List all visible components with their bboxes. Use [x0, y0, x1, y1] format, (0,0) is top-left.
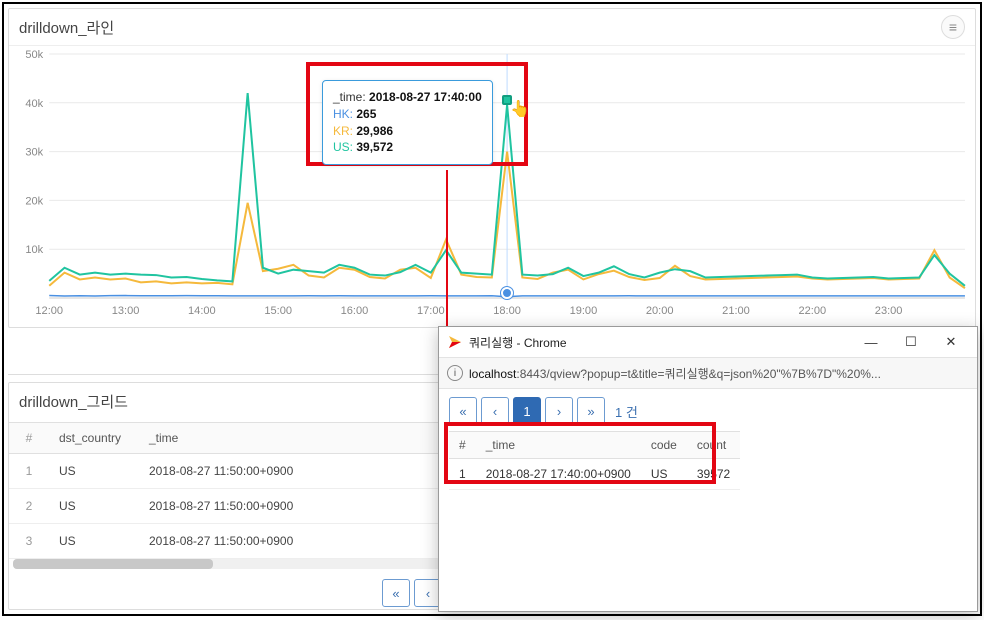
svg-text:22:00: 22:00 — [798, 305, 826, 317]
popup-result-table: #_timecodecount 12018-08-27 17:40:00+090… — [449, 431, 740, 490]
svg-text:16:00: 16:00 — [341, 305, 369, 317]
popup-page-1[interactable]: 1 — [513, 397, 541, 425]
url-text: localhost:8443/qview?popup=t&title=쿼리실행&… — [469, 365, 881, 382]
svg-text:40k: 40k — [25, 98, 43, 110]
svg-text:20:00: 20:00 — [646, 305, 674, 317]
popup-col-#[interactable]: # — [449, 432, 476, 459]
chart-panel: drilldown_라인 ≡ 50k 40k 30k 20k 10k 12:00 13:00… — [8, 8, 976, 328]
svg-text:19:00: 19:00 — [570, 305, 598, 317]
popup-page-last[interactable]: » — [577, 397, 605, 425]
window-close-button[interactable]: ✕ — [931, 328, 971, 356]
popup-page-prev[interactable]: ‹ — [481, 397, 509, 425]
svg-text:10k: 10k — [25, 244, 43, 256]
chart-hover-baseline-dot — [501, 287, 513, 299]
popup-page-next[interactable]: › — [545, 397, 573, 425]
window-title: 쿼리실행 - Chrome — [469, 334, 851, 351]
svg-text:21:00: 21:00 — [722, 305, 750, 317]
address-bar[interactable]: i localhost:8443/qview?popup=t&title=쿼리실… — [439, 357, 977, 389]
window-maximize-button[interactable]: ☐ — [891, 328, 931, 356]
chart-title: drilldown_라인 — [19, 17, 114, 38]
chart-menu-button[interactable]: ≡ — [941, 15, 965, 39]
site-info-icon[interactable]: i — [447, 365, 463, 381]
window-minimize-button[interactable]: — — [851, 328, 891, 356]
popup-page-first[interactable]: « — [449, 397, 477, 425]
popup-count-label: 1 건 — [615, 402, 638, 421]
svg-text:14:00: 14:00 — [188, 305, 216, 317]
svg-text:50k: 50k — [25, 49, 43, 61]
grid-col-dst_country[interactable]: dst_country — [49, 423, 139, 454]
table-row[interactable]: 12018-08-27 17:40:00+0900US39572 — [449, 459, 740, 490]
cursor-icon: 👆 — [510, 99, 530, 119]
svg-text:20k: 20k — [25, 195, 43, 207]
popup-col-count[interactable]: count — [687, 432, 740, 459]
svg-text:12:00: 12:00 — [35, 305, 63, 317]
svg-text:15:00: 15:00 — [264, 305, 292, 317]
favicon-icon — [447, 334, 463, 350]
svg-text:30k: 30k — [25, 147, 43, 159]
popup-col-_time[interactable]: _time — [476, 432, 641, 459]
svg-text:18:00: 18:00 — [493, 305, 521, 317]
popup-chrome-window: 쿼리실행 - Chrome — ☐ ✕ i localhost:8443/qvi… — [438, 326, 978, 612]
svg-text:23:00: 23:00 — [875, 305, 903, 317]
popup-pager: « ‹ 1 › » 1 건 — [449, 397, 967, 425]
scrollbar-thumb[interactable] — [13, 559, 213, 569]
grid-page-first[interactable]: « — [382, 579, 410, 607]
window-titlebar[interactable]: 쿼리실행 - Chrome — ☐ ✕ — [439, 327, 977, 357]
grid-col-#[interactable]: # — [9, 423, 49, 454]
svg-text:13:00: 13:00 — [112, 305, 140, 317]
svg-text:17:00: 17:00 — [417, 305, 445, 317]
chart-tooltip: _time: 2018-08-27 17:40:00HK: 265KR: 29,… — [322, 80, 493, 165]
popup-col-code[interactable]: code — [641, 432, 687, 459]
